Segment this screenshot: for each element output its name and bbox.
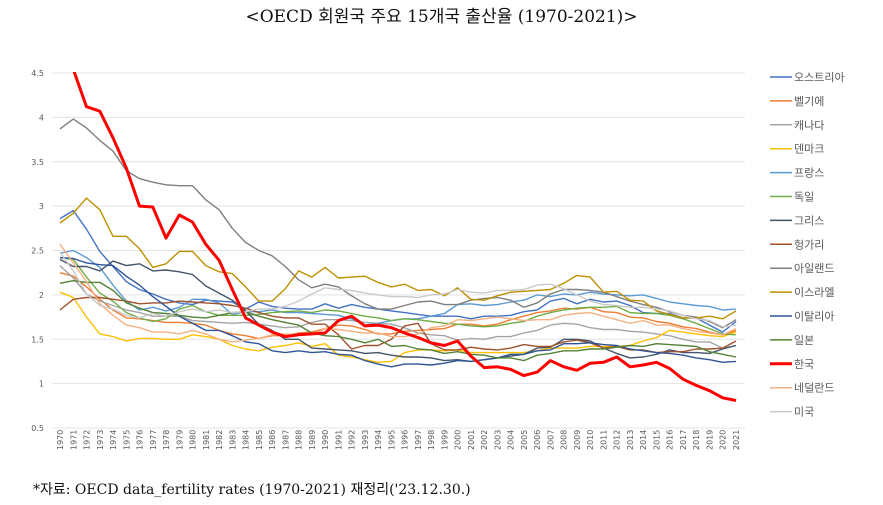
legend-label: 미국 [794, 406, 814, 419]
x-tick-label: 1975 [122, 430, 131, 450]
x-tick-label: 1994 [374, 430, 383, 450]
legend: 오스트리아벨기에캐나다덴마크프랑스독일그리스헝가리아일랜드이스라엘이탈리아일본한… [770, 71, 845, 419]
legend-label: 덴마크 [794, 143, 824, 156]
x-tick-label: 1992 [348, 430, 357, 450]
x-tick-label: 1974 [109, 430, 118, 450]
x-tick-label: 1976 [136, 430, 145, 450]
series-line-11 [59, 280, 737, 362]
x-tick-label: 1993 [361, 430, 370, 450]
series-lines [59, 72, 737, 402]
legend-label: 아일랜드 [794, 261, 834, 275]
legend-label: 독일 [794, 190, 814, 204]
x-tick-label: 1973 [96, 430, 105, 450]
legend-label: 헝가리 [794, 238, 824, 251]
series-line-9 [59, 197, 737, 320]
x-tick-label: 1996 [401, 430, 410, 450]
x-tick-label: 1999 [440, 430, 449, 450]
x-tick-label: 2007 [546, 430, 555, 450]
series-line-10 [59, 256, 737, 368]
series-line-1 [59, 272, 737, 340]
x-tick-label: 2013 [626, 430, 635, 450]
x-tick-label: 1977 [149, 430, 158, 450]
series-line-7 [59, 296, 737, 354]
x-tick-label: 2011 [599, 430, 608, 450]
x-tick-label: 2017 [679, 430, 688, 450]
y-tick-label: 4 [39, 113, 44, 122]
x-tick-label: 2002 [480, 430, 489, 450]
x-tick-label: 1995 [387, 430, 396, 450]
y-axis-ticks: 0.5 1 1.5 2 2.5 3 3.5 4 4.5 [31, 69, 44, 433]
x-tick-label: 1981 [202, 430, 211, 450]
x-tick-label: 1979 [175, 430, 184, 450]
x-tick-label: 2006 [533, 430, 542, 450]
series-line-13 [59, 243, 737, 343]
series-line-12 [72, 72, 737, 402]
y-tick-label: 2.5 [31, 247, 44, 256]
x-tick-label: 1980 [189, 430, 198, 450]
legend-label: 벨기에 [794, 95, 824, 108]
x-tick-label: 1989 [308, 430, 317, 450]
x-tick-label: 1982 [215, 430, 224, 450]
x-tick-label: 2008 [560, 430, 569, 450]
x-tick-label: 2019 [705, 430, 714, 450]
series-line-4 [59, 249, 737, 326]
x-tick-label: 1978 [162, 430, 171, 450]
series-line-14 [59, 251, 737, 328]
series-line-2 [59, 265, 737, 349]
source-footnote: *자료: OECD data_fertility rates (1970-202… [33, 482, 471, 498]
x-tick-label: 2015 [652, 430, 661, 450]
x-tick-label: 2010 [586, 430, 595, 450]
y-tick-label: 4.5 [31, 69, 44, 78]
x-tick-label: 1985 [255, 430, 264, 450]
x-axis-ticks: 1970 1971 1972 1973 1974 1975 1976 1977 1978 1979… [56, 430, 741, 450]
x-tick-label: 2020 [719, 430, 728, 450]
y-tick-label: 1.5 [31, 335, 44, 344]
x-tick-label: 1990 [321, 430, 330, 450]
y-tick-label: 2 [39, 291, 44, 300]
series-line-0 [59, 209, 737, 333]
x-tick-label: 1971 [69, 430, 78, 450]
x-tick-label: 1986 [268, 430, 277, 450]
series-line-6 [59, 258, 737, 363]
x-tick-label: 2000 [454, 430, 463, 450]
x-tick-label: 2003 [493, 430, 502, 450]
x-tick-label: 2009 [573, 430, 582, 450]
gridlines [52, 72, 745, 429]
series-line-8 [59, 118, 737, 329]
x-tick-label: 1984 [242, 430, 251, 450]
x-tick-label: 2021 [732, 430, 741, 450]
legend-label: 오스트리아 [794, 71, 845, 84]
legend-label: 이스라엘 [794, 286, 834, 299]
x-tick-label: 1998 [427, 430, 436, 450]
x-tick-label: 2001 [467, 430, 476, 450]
x-tick-label: 2012 [613, 430, 622, 450]
y-tick-label: 3.5 [31, 158, 44, 167]
x-tick-label: 1987 [281, 430, 290, 450]
legend-label: 프랑스 [794, 167, 824, 180]
legend-label: 일본 [794, 333, 814, 347]
x-tick-label: 1970 [56, 430, 65, 450]
x-tick-label: 2016 [666, 430, 675, 450]
legend-label: 한국 [794, 358, 814, 371]
x-tick-label: 1991 [334, 430, 343, 450]
x-tick-label: 1972 [83, 430, 92, 450]
legend-label: 이탈리아 [794, 310, 834, 323]
legend-label: 캐나다 [794, 119, 824, 132]
x-tick-label: 2005 [520, 430, 529, 450]
x-tick-label: 2004 [507, 430, 516, 450]
y-tick-label: 3 [39, 202, 44, 211]
chart-title: <OECD 회원국 주요 15개국 출산율 (1970-2021)> [245, 7, 638, 27]
legend-label: 그리스 [794, 214, 824, 227]
x-tick-label: 1988 [295, 430, 304, 450]
x-tick-label: 2018 [692, 430, 701, 450]
legend-label: 네덜란드 [794, 382, 834, 395]
x-tick-label: 1983 [228, 430, 237, 450]
y-tick-label: 1 [39, 380, 44, 389]
y-tick-label: 0.5 [31, 424, 44, 433]
x-tick-label: 2014 [639, 430, 648, 450]
x-tick-label: 1997 [414, 430, 423, 450]
